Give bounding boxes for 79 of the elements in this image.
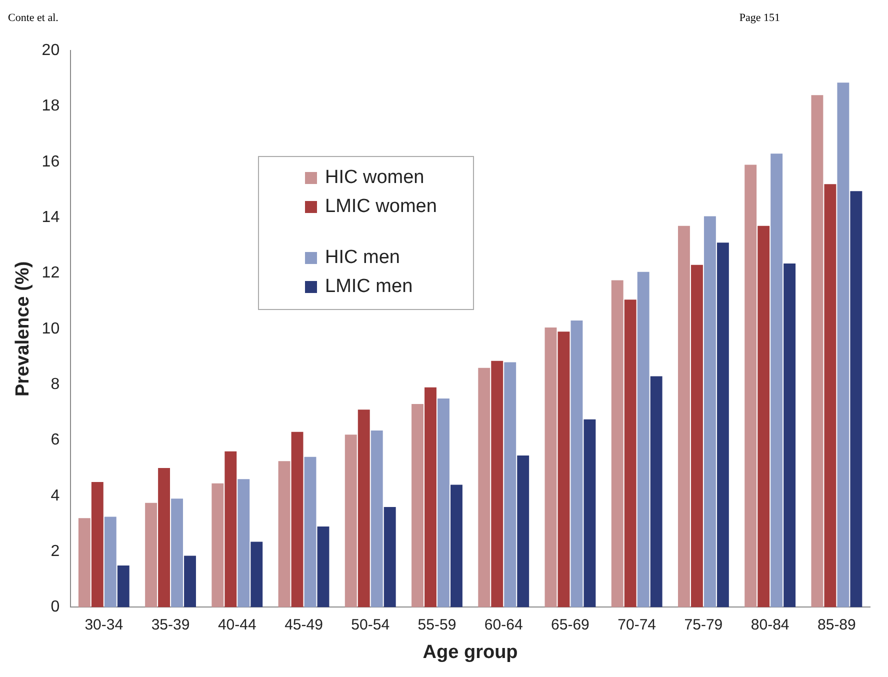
bar <box>558 332 570 608</box>
bar <box>678 226 690 608</box>
bar <box>491 360 504 608</box>
x-tick-label: 80-84 <box>750 616 790 634</box>
bar <box>584 419 596 608</box>
bar <box>450 484 462 608</box>
bar <box>145 502 158 608</box>
bar <box>171 498 183 608</box>
bar <box>184 556 196 608</box>
bar <box>250 542 263 608</box>
bar <box>291 432 304 608</box>
y-tick-label: 8 <box>50 376 60 393</box>
bar <box>344 434 357 608</box>
bar <box>91 482 104 608</box>
bar <box>212 483 224 608</box>
bar <box>424 387 436 608</box>
bar <box>784 264 796 608</box>
x-tick-label: 55-59 <box>418 616 456 634</box>
y-tick-label: 4 <box>50 487 60 504</box>
legend-label: HIC men <box>325 246 400 268</box>
y-tick-label: 16 <box>42 153 60 170</box>
bar <box>824 184 836 608</box>
bar <box>624 300 636 608</box>
bar <box>811 95 824 608</box>
bar <box>850 191 862 608</box>
bar <box>611 280 624 608</box>
bar <box>278 461 290 608</box>
bar <box>370 430 383 608</box>
bar <box>504 362 516 608</box>
legend-label: HIC women <box>325 166 424 188</box>
y-tick-label: 12 <box>42 264 60 282</box>
bar <box>384 507 396 608</box>
text: Page 151 <box>739 12 780 24</box>
x-tick-label: 75-79 <box>684 616 723 634</box>
x-tick-label: 50-54 <box>351 616 390 634</box>
legend-label: LMIC men <box>325 276 413 298</box>
y-tick-label: 20 <box>42 42 60 60</box>
text: Conte et al. <box>8 12 58 24</box>
x-tick-label: 40-44 <box>218 616 256 634</box>
x-tick-label: 70-74 <box>618 616 656 634</box>
bar <box>704 216 716 608</box>
x-axis-title: Age group <box>422 642 518 663</box>
x-tick-label: 65-69 <box>551 616 590 634</box>
x-tick-label: 30-34 <box>84 616 124 634</box>
bar <box>716 242 729 608</box>
y-tick-label: 18 <box>42 98 60 115</box>
x-tick-label: 85-89 <box>818 616 856 634</box>
bar <box>238 479 250 608</box>
bar <box>78 518 90 608</box>
bar <box>478 368 490 608</box>
legend-label: LMIC women <box>325 196 437 218</box>
x-tick-label: 45-49 <box>284 616 323 634</box>
bar <box>570 320 583 608</box>
y-tick-label: 2 <box>50 542 60 560</box>
bar <box>690 264 703 608</box>
y-axis-title: Prevalence (%) <box>12 261 34 396</box>
y-tick-label: 6 <box>50 432 60 449</box>
bar <box>158 468 170 608</box>
bar <box>758 226 770 608</box>
bar <box>517 456 530 608</box>
bar <box>744 164 757 608</box>
bar <box>358 410 370 608</box>
bar <box>104 516 116 608</box>
bar <box>650 376 662 608</box>
bar <box>317 526 330 608</box>
x-tick-label: 60-64 <box>484 616 523 634</box>
bar <box>117 565 130 608</box>
bar <box>637 272 650 608</box>
bar <box>304 456 316 608</box>
y-tick-label: 10 <box>42 320 60 338</box>
bar <box>412 404 424 608</box>
y-tick-label: 14 <box>42 208 60 226</box>
y-tick-label: 0 <box>50 598 60 616</box>
bar <box>837 82 850 608</box>
bar <box>224 451 237 608</box>
x-tick-label: 35-39 <box>151 616 190 634</box>
bar <box>438 398 450 608</box>
bar <box>770 154 783 608</box>
bar <box>544 328 557 608</box>
